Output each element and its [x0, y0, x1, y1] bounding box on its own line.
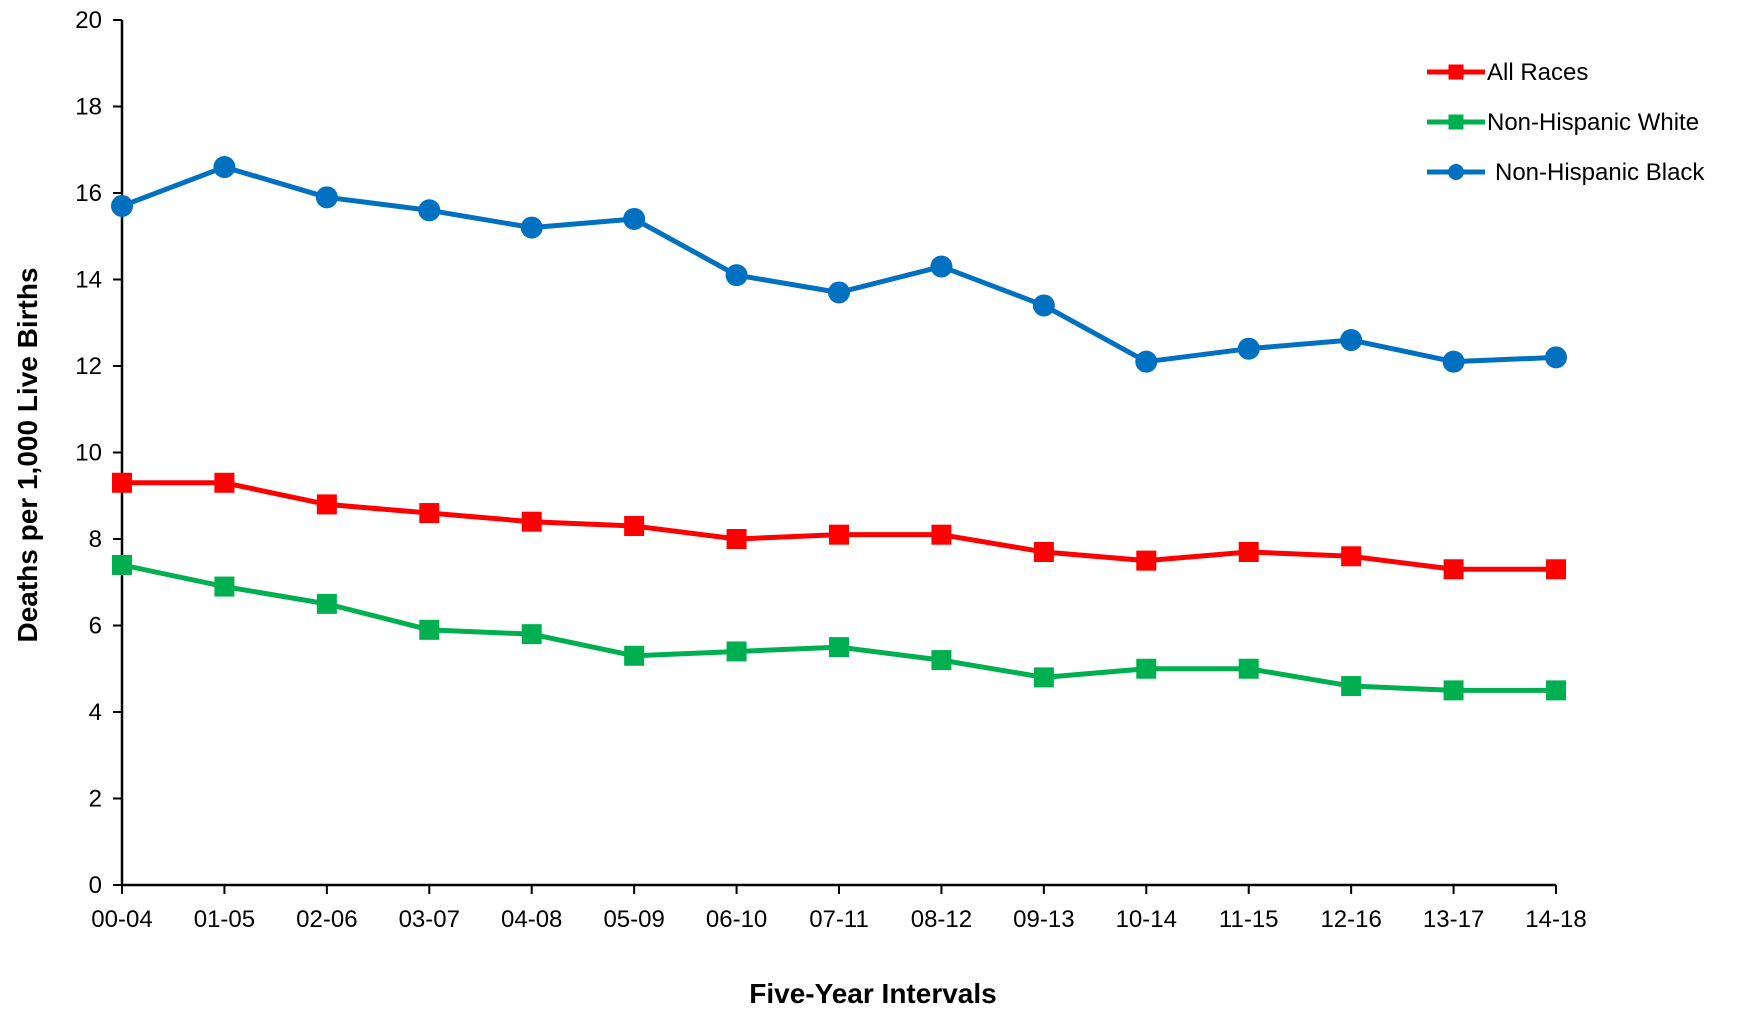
data-point: [1443, 680, 1464, 701]
data-point: [829, 637, 849, 658]
x-tick-label: 10-14: [1116, 906, 1177, 933]
series-line-non-hispanic-white: [121, 562, 1556, 693]
legend-label: All Races: [1487, 59, 1588, 86]
y-tick-label: 12: [75, 353, 102, 380]
y-axis-ticks: 0 2 4 6 8 10 12 14 16 18 20: [75, 7, 122, 899]
legend-item-all-races: All Races: [1427, 59, 1588, 86]
data-point: [1136, 658, 1157, 679]
x-tick-label: 08-12: [911, 906, 972, 933]
x-tick-label: 13-17: [1423, 906, 1484, 933]
legend: All Races Non-Hispanic White Non-Hispanic …: [1427, 59, 1705, 186]
y-tick-label: 0: [89, 872, 102, 899]
data-point: [1341, 676, 1362, 697]
y-tick-label: 2: [89, 786, 102, 813]
x-tick-label: 03-07: [399, 906, 460, 933]
axes: [120, 20, 1556, 887]
data-point: [931, 524, 952, 545]
data-point: [316, 494, 337, 515]
data-point: [1442, 350, 1465, 373]
y-tick-label: 20: [75, 7, 102, 34]
data-point: [828, 281, 850, 304]
data-point: [624, 516, 645, 537]
data-point: [624, 645, 645, 666]
data-point: [726, 641, 747, 662]
data-point: [1237, 337, 1260, 360]
data-point: [419, 503, 440, 524]
data-point: [1341, 546, 1362, 567]
x-axis-title: Five-Year Intervals: [749, 978, 996, 1009]
y-tick-label: 10: [75, 440, 102, 467]
legend-swatch-marker: [1448, 64, 1464, 80]
series-all-races: [112, 472, 1566, 580]
data-point: [1135, 350, 1158, 373]
data-point: [931, 650, 952, 671]
data-point: [315, 186, 338, 209]
data-point: [316, 593, 337, 614]
legend-label: Non-Hispanic White: [1487, 109, 1699, 136]
data-point: [1033, 667, 1054, 688]
x-tick-label: 06-10: [706, 906, 767, 933]
data-point: [623, 207, 646, 230]
x-axis-ticks: 00-04 01-05 02-06 03-07 04-08 05-09 06-10 07-11…: [91, 885, 1587, 933]
series-non-hispanic-black: [111, 156, 1567, 373]
data-point: [1032, 294, 1055, 317]
data-point: [1546, 559, 1566, 580]
series: [111, 156, 1567, 701]
data-point: [1546, 680, 1566, 701]
data-point: [112, 472, 132, 493]
x-tick-label: 07-11: [809, 906, 869, 933]
data-point: [520, 216, 543, 239]
data-point: [418, 199, 441, 222]
y-tick-label: 6: [89, 613, 102, 640]
legend-item-non-hispanic-black: Non-Hispanic Black: [1427, 159, 1705, 186]
series-non-hispanic-white: [112, 554, 1566, 701]
data-point: [521, 511, 542, 532]
legend-swatch-marker: [1448, 114, 1464, 130]
x-tick-label: 11-15: [1219, 906, 1279, 933]
data-point: [1238, 541, 1259, 562]
x-tick-label: 01-05: [194, 906, 255, 933]
y-axis-title: Deaths per 1,000 Live Births: [12, 267, 43, 642]
data-point: [1238, 658, 1259, 679]
x-tick-label: 00-04: [91, 906, 152, 933]
data-point: [726, 529, 747, 549]
data-point: [1136, 550, 1157, 571]
legend-swatch-marker: [1448, 164, 1464, 180]
x-tick-label: 09-13: [1013, 906, 1074, 933]
data-point: [1545, 346, 1567, 369]
x-tick-label: 05-09: [603, 906, 664, 933]
data-point: [1033, 541, 1054, 562]
data-point: [930, 255, 953, 278]
data-point: [419, 619, 440, 640]
data-point: [725, 264, 748, 287]
y-tick-label: 16: [75, 180, 102, 207]
legend-item-non-hispanic-white: Non-Hispanic White: [1427, 109, 1699, 136]
data-point: [214, 576, 235, 597]
x-tick-label: 02-06: [296, 906, 357, 933]
data-point: [1443, 559, 1464, 580]
data-point: [829, 524, 849, 545]
data-point: [214, 472, 235, 493]
y-tick-label: 4: [89, 699, 102, 726]
data-point: [521, 624, 542, 645]
y-tick-label: 14: [75, 267, 102, 294]
x-tick-label: 14-18: [1525, 906, 1586, 933]
legend-label: Non-Hispanic Black: [1495, 159, 1705, 186]
data-point: [112, 554, 132, 575]
data-point: [111, 194, 133, 217]
data-point: [213, 156, 236, 179]
x-tick-label: 04-08: [501, 906, 562, 933]
y-tick-label: 18: [75, 94, 102, 121]
x-tick-label: 12-16: [1320, 906, 1381, 933]
y-tick-label: 8: [89, 526, 102, 553]
data-point: [1340, 329, 1363, 352]
